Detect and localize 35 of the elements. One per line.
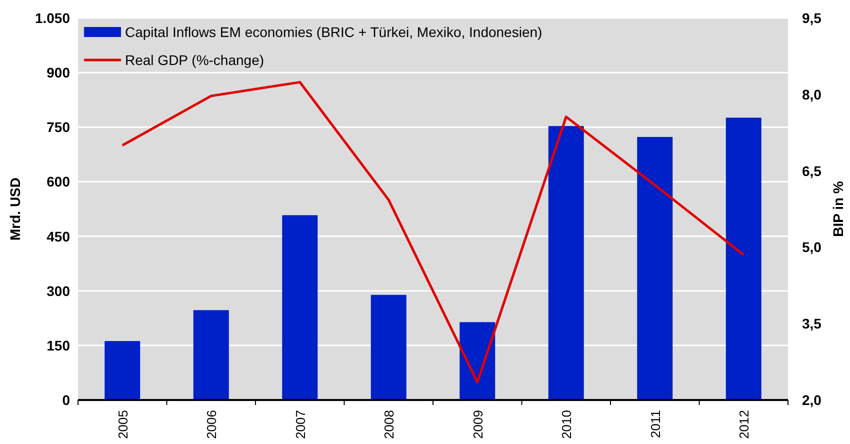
x-tick-label: 2005: [115, 410, 130, 439]
y-tick-label: 900: [46, 64, 70, 81]
bar: [637, 136, 673, 400]
y2-tick-label: 2,0: [802, 392, 822, 408]
y-tick-label: 1.050: [34, 10, 70, 26]
x-tick-label: 2007: [292, 410, 308, 439]
x-tick-label: 2010: [559, 410, 574, 439]
y2-tick-label: 8,0: [802, 86, 822, 102]
bar: [193, 310, 229, 400]
bar: [104, 341, 140, 400]
x-tick-label: 2008: [382, 410, 397, 439]
y-axis-title: Mrd. USD: [7, 178, 23, 240]
y-tick-label: 300: [46, 282, 70, 299]
legend-label: Real GDP (%-change): [125, 52, 264, 68]
x-tick-label: 2006: [204, 410, 220, 439]
x-tick-label: 2009: [470, 410, 486, 439]
y-tick-label: 450: [46, 228, 70, 244]
line-series: [121, 80, 745, 384]
x-tick-label: 2012: [736, 410, 752, 439]
y2-tick-label: 6,5: [802, 162, 822, 179]
y2-axis-title: BIP in %: [830, 180, 846, 237]
y-tick-label: 0: [62, 392, 70, 408]
bar: [460, 322, 496, 400]
bar: [370, 294, 406, 400]
x-tick-label: 2011: [648, 410, 663, 438]
bar: [548, 126, 584, 400]
legend-label: Capital Inflows EM economies (BRIC + Türkei, Mexiko, Indonesien): [125, 24, 542, 40]
y-tick-label: 600: [46, 174, 70, 190]
bar: [282, 215, 318, 400]
y2-tick-label: 5,0: [802, 239, 822, 256]
y-tick-label: 150: [46, 337, 70, 354]
y2-tick-label: 3,5: [802, 316, 822, 332]
y-tick-label: 750: [46, 119, 70, 136]
y2-tick-label: 9,5: [802, 10, 822, 26]
bar: [726, 118, 762, 400]
